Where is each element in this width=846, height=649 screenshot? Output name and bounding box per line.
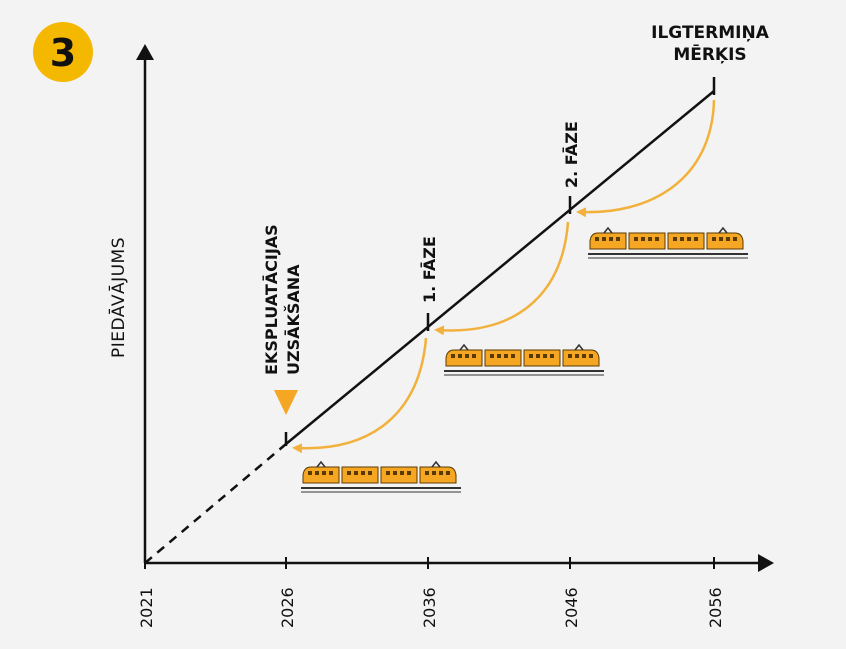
marker-triangle-icon	[274, 390, 298, 415]
x-tick-label: 2046	[562, 587, 581, 628]
x-tick-label: 2036	[420, 587, 439, 628]
phase2-label: 2. FĀZE	[561, 121, 581, 188]
step-badge: 3	[33, 22, 93, 82]
transition-arrow	[576, 99, 716, 218]
projection-dashed-line	[144, 443, 287, 564]
phase1-label: 1. FĀZE	[419, 236, 439, 303]
goal-label-line2: MĒRĶIS	[673, 43, 746, 65]
transition-arrow	[434, 221, 570, 336]
goal-label-line1: ILGTERMIŅA	[651, 23, 770, 43]
x-ticks: 2021 2026 2036 2046 2056	[137, 557, 725, 628]
transition-arrows	[292, 99, 716, 454]
badge-number: 3	[50, 31, 76, 75]
milestone-ticks	[284, 77, 716, 446]
transition-arrow	[292, 337, 428, 454]
y-axis-arrow-icon	[136, 44, 154, 60]
train-icon	[301, 460, 461, 493]
axes	[136, 44, 774, 572]
x-axis-arrow-icon	[758, 554, 774, 572]
trains	[301, 226, 748, 493]
start-label-line1: EKSPLUATĀCIJAS	[261, 224, 281, 375]
growth-line	[285, 90, 715, 445]
start-label-line2: UZSĀKŠANA	[283, 264, 303, 375]
x-tick-label: 2056	[706, 587, 725, 628]
y-axis-label: PIEDĀVĀJUMS	[107, 237, 129, 358]
badge-circle	[33, 22, 93, 82]
train-icon	[444, 343, 604, 376]
train-icon	[588, 226, 748, 259]
x-tick-label: 2026	[278, 587, 297, 628]
x-tick-label: 2021	[137, 587, 156, 628]
